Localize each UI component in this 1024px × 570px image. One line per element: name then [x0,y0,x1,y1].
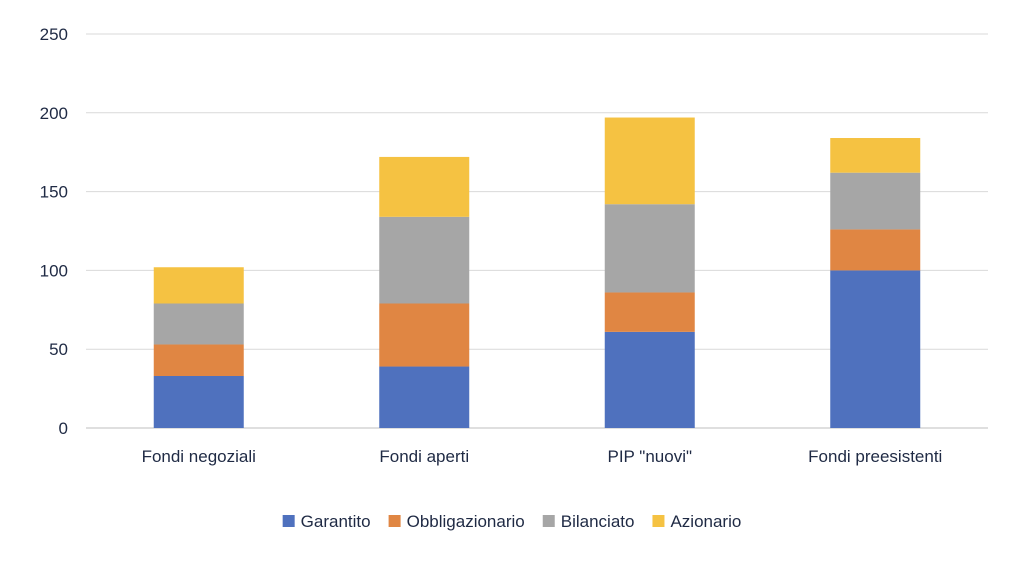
legend-swatch [652,515,665,527]
bar-segment [379,156,470,217]
bar-segment [830,229,921,271]
y-tick-label: 0 [59,419,68,438]
bar-segment [379,216,470,304]
bar-segment [830,270,921,428]
legend-label: Bilanciato [561,512,635,531]
y-tick-label: 200 [40,104,68,123]
legend-swatch [388,515,401,527]
legend-swatch [542,515,555,527]
bar-segment [604,204,695,293]
y-tick-label: 100 [40,261,68,280]
bar-segment [604,117,695,205]
legend-label: Azionario [670,512,741,531]
bar-segment [830,138,921,173]
bar-segment [379,303,470,367]
x-category-label: Fondi negoziali [142,447,256,466]
x-axis-labels: Fondi negoziali Fondi aperti PIP "nuovi" Fo… [142,447,943,466]
y-tick-label: 250 [40,25,68,44]
bar-segment [604,331,695,428]
bar-segment [153,303,244,345]
x-category-label: Fondi aperti [379,447,469,466]
x-category-label: PIP "nuovi" [607,447,692,466]
y-axis-ticks: 0 50 100 150 200 250 [40,25,68,438]
legend-label: Obbligazionario [407,512,525,531]
bar-segment [153,267,244,304]
bar-segment [604,292,695,332]
x-category-label: Fondi preesistenti [808,447,942,466]
bar-segment [153,344,244,376]
bar-segment [153,375,244,428]
bar-segment [379,366,470,428]
y-tick-label: 150 [40,183,68,202]
bars [153,117,921,428]
legend: Garantito Obbligazionario Bilanciato Aziona… [282,512,741,531]
y-tick-label: 50 [49,340,68,359]
legend-label: Garantito [301,512,371,531]
legend-swatch [282,515,295,527]
bar-segment [830,172,921,230]
